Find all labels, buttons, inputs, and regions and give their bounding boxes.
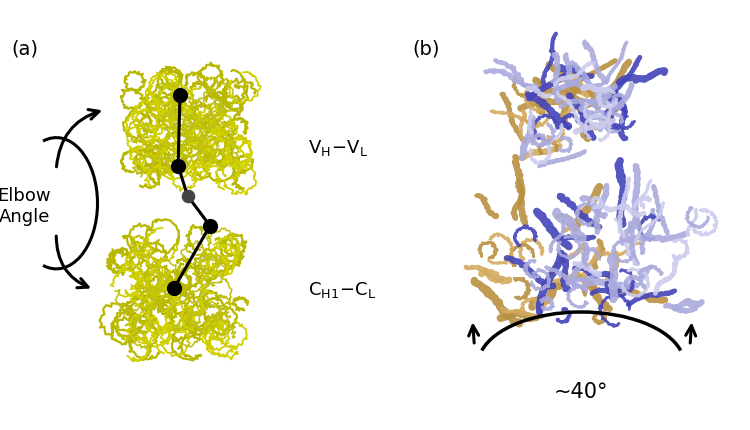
Text: $\mathregular{V_H\!-\!V_L}$: $\mathregular{V_H\!-\!V_L}$	[308, 138, 368, 158]
Text: $\mathregular{C_{H1}\!-\!C_L}$: $\mathregular{C_{H1}\!-\!C_L}$	[308, 280, 376, 300]
Point	[204, 223, 216, 230]
Text: (a): (a)	[11, 39, 38, 58]
Point	[174, 92, 186, 99]
Point	[182, 193, 194, 200]
Point	[168, 285, 180, 292]
Text: (b): (b)	[413, 39, 440, 58]
Text: Elbow
Angle: Elbow Angle	[0, 186, 51, 225]
Point	[172, 163, 184, 170]
Text: ~40°: ~40°	[554, 381, 608, 401]
